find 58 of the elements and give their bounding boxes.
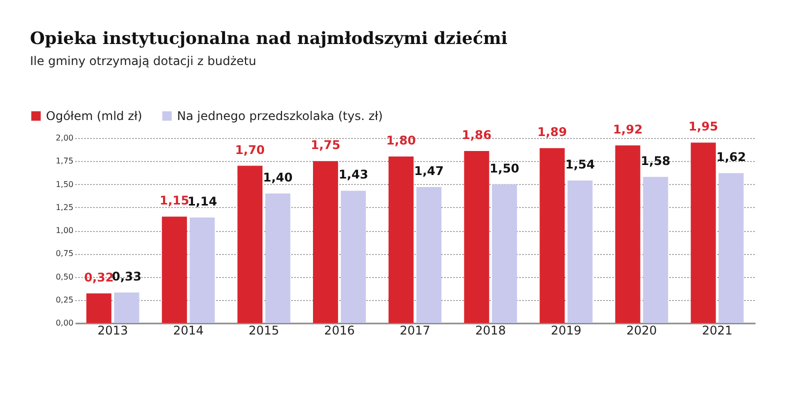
bar — [615, 145, 640, 323]
data-label: 1,70 — [235, 142, 265, 157]
chart-subtitle: Ile gminy otrzymają dotacji z budżetu — [30, 54, 256, 68]
data-label: 1,92 — [612, 122, 643, 136]
bar — [313, 161, 338, 323]
x-tick-label: 2021 — [702, 324, 732, 338]
bar — [86, 293, 112, 323]
bar — [643, 176, 668, 323]
bar — [540, 148, 565, 323]
bar — [492, 184, 517, 323]
data-label: 1,50 — [490, 161, 520, 176]
chart-title: Opieka instytucjonalna nad najmłodszymi dziećmi — [30, 29, 508, 49]
y-tick-label: 1,25 — [56, 202, 74, 212]
y-tick-label: 0,00 — [56, 318, 74, 328]
x-tick-label: 2015 — [248, 324, 280, 338]
data-label: 1,95 — [688, 120, 718, 134]
data-label: 1,75 — [310, 138, 340, 152]
bar — [162, 216, 187, 323]
bar — [568, 180, 593, 323]
data-label: 1,58 — [640, 154, 670, 168]
data-label: 1,54 — [565, 158, 595, 172]
data-label: 1,14 — [187, 194, 218, 209]
bar — [690, 142, 716, 323]
bar — [114, 292, 140, 323]
legend-label: Na jednego przedszkolaka (tys. zł) — [177, 109, 383, 123]
y-tick-label: 1,00 — [56, 226, 74, 235]
bar — [237, 166, 262, 323]
bar — [718, 173, 744, 323]
bar — [464, 150, 490, 323]
data-label: 1,15 — [160, 194, 190, 208]
data-label: 1,86 — [462, 128, 492, 142]
x-tick-label: 2014 — [173, 324, 204, 338]
y-tick-label: 0,50 — [56, 272, 74, 282]
data-label: 0,33 — [112, 269, 142, 284]
x-tick-label: 2016 — [324, 324, 355, 338]
data-label: 1,47 — [414, 164, 444, 178]
bar — [265, 194, 290, 323]
x-tick-label: 2013 — [98, 324, 128, 338]
x-tick-label: 2017 — [400, 324, 430, 338]
data-label: 1,40 — [263, 170, 293, 184]
bar — [416, 187, 442, 323]
data-label: 1,80 — [386, 134, 416, 148]
bar — [190, 218, 215, 323]
x-tick-label: 2018 — [475, 324, 506, 338]
x-tick-label: 2019 — [550, 324, 582, 338]
y-tick-label: 2,00 — [56, 134, 74, 142]
legend-label: Ogółem (mld zł) — [46, 109, 142, 123]
y-tick-label: 0,75 — [56, 249, 74, 258]
bar — [340, 190, 366, 323]
data-label: 0,32 — [84, 270, 114, 284]
bar — [388, 156, 414, 323]
data-label: 1,89 — [537, 125, 567, 140]
x-tick-label: 2020 — [626, 324, 657, 338]
data-label: 1,43 — [338, 168, 368, 182]
data-label: 1,62 — [716, 150, 746, 164]
y-tick-label: 1,50 — [56, 180, 74, 189]
y-tick-label: 1,75 — [56, 156, 74, 166]
y-tick-label: 0,25 — [56, 295, 74, 304]
